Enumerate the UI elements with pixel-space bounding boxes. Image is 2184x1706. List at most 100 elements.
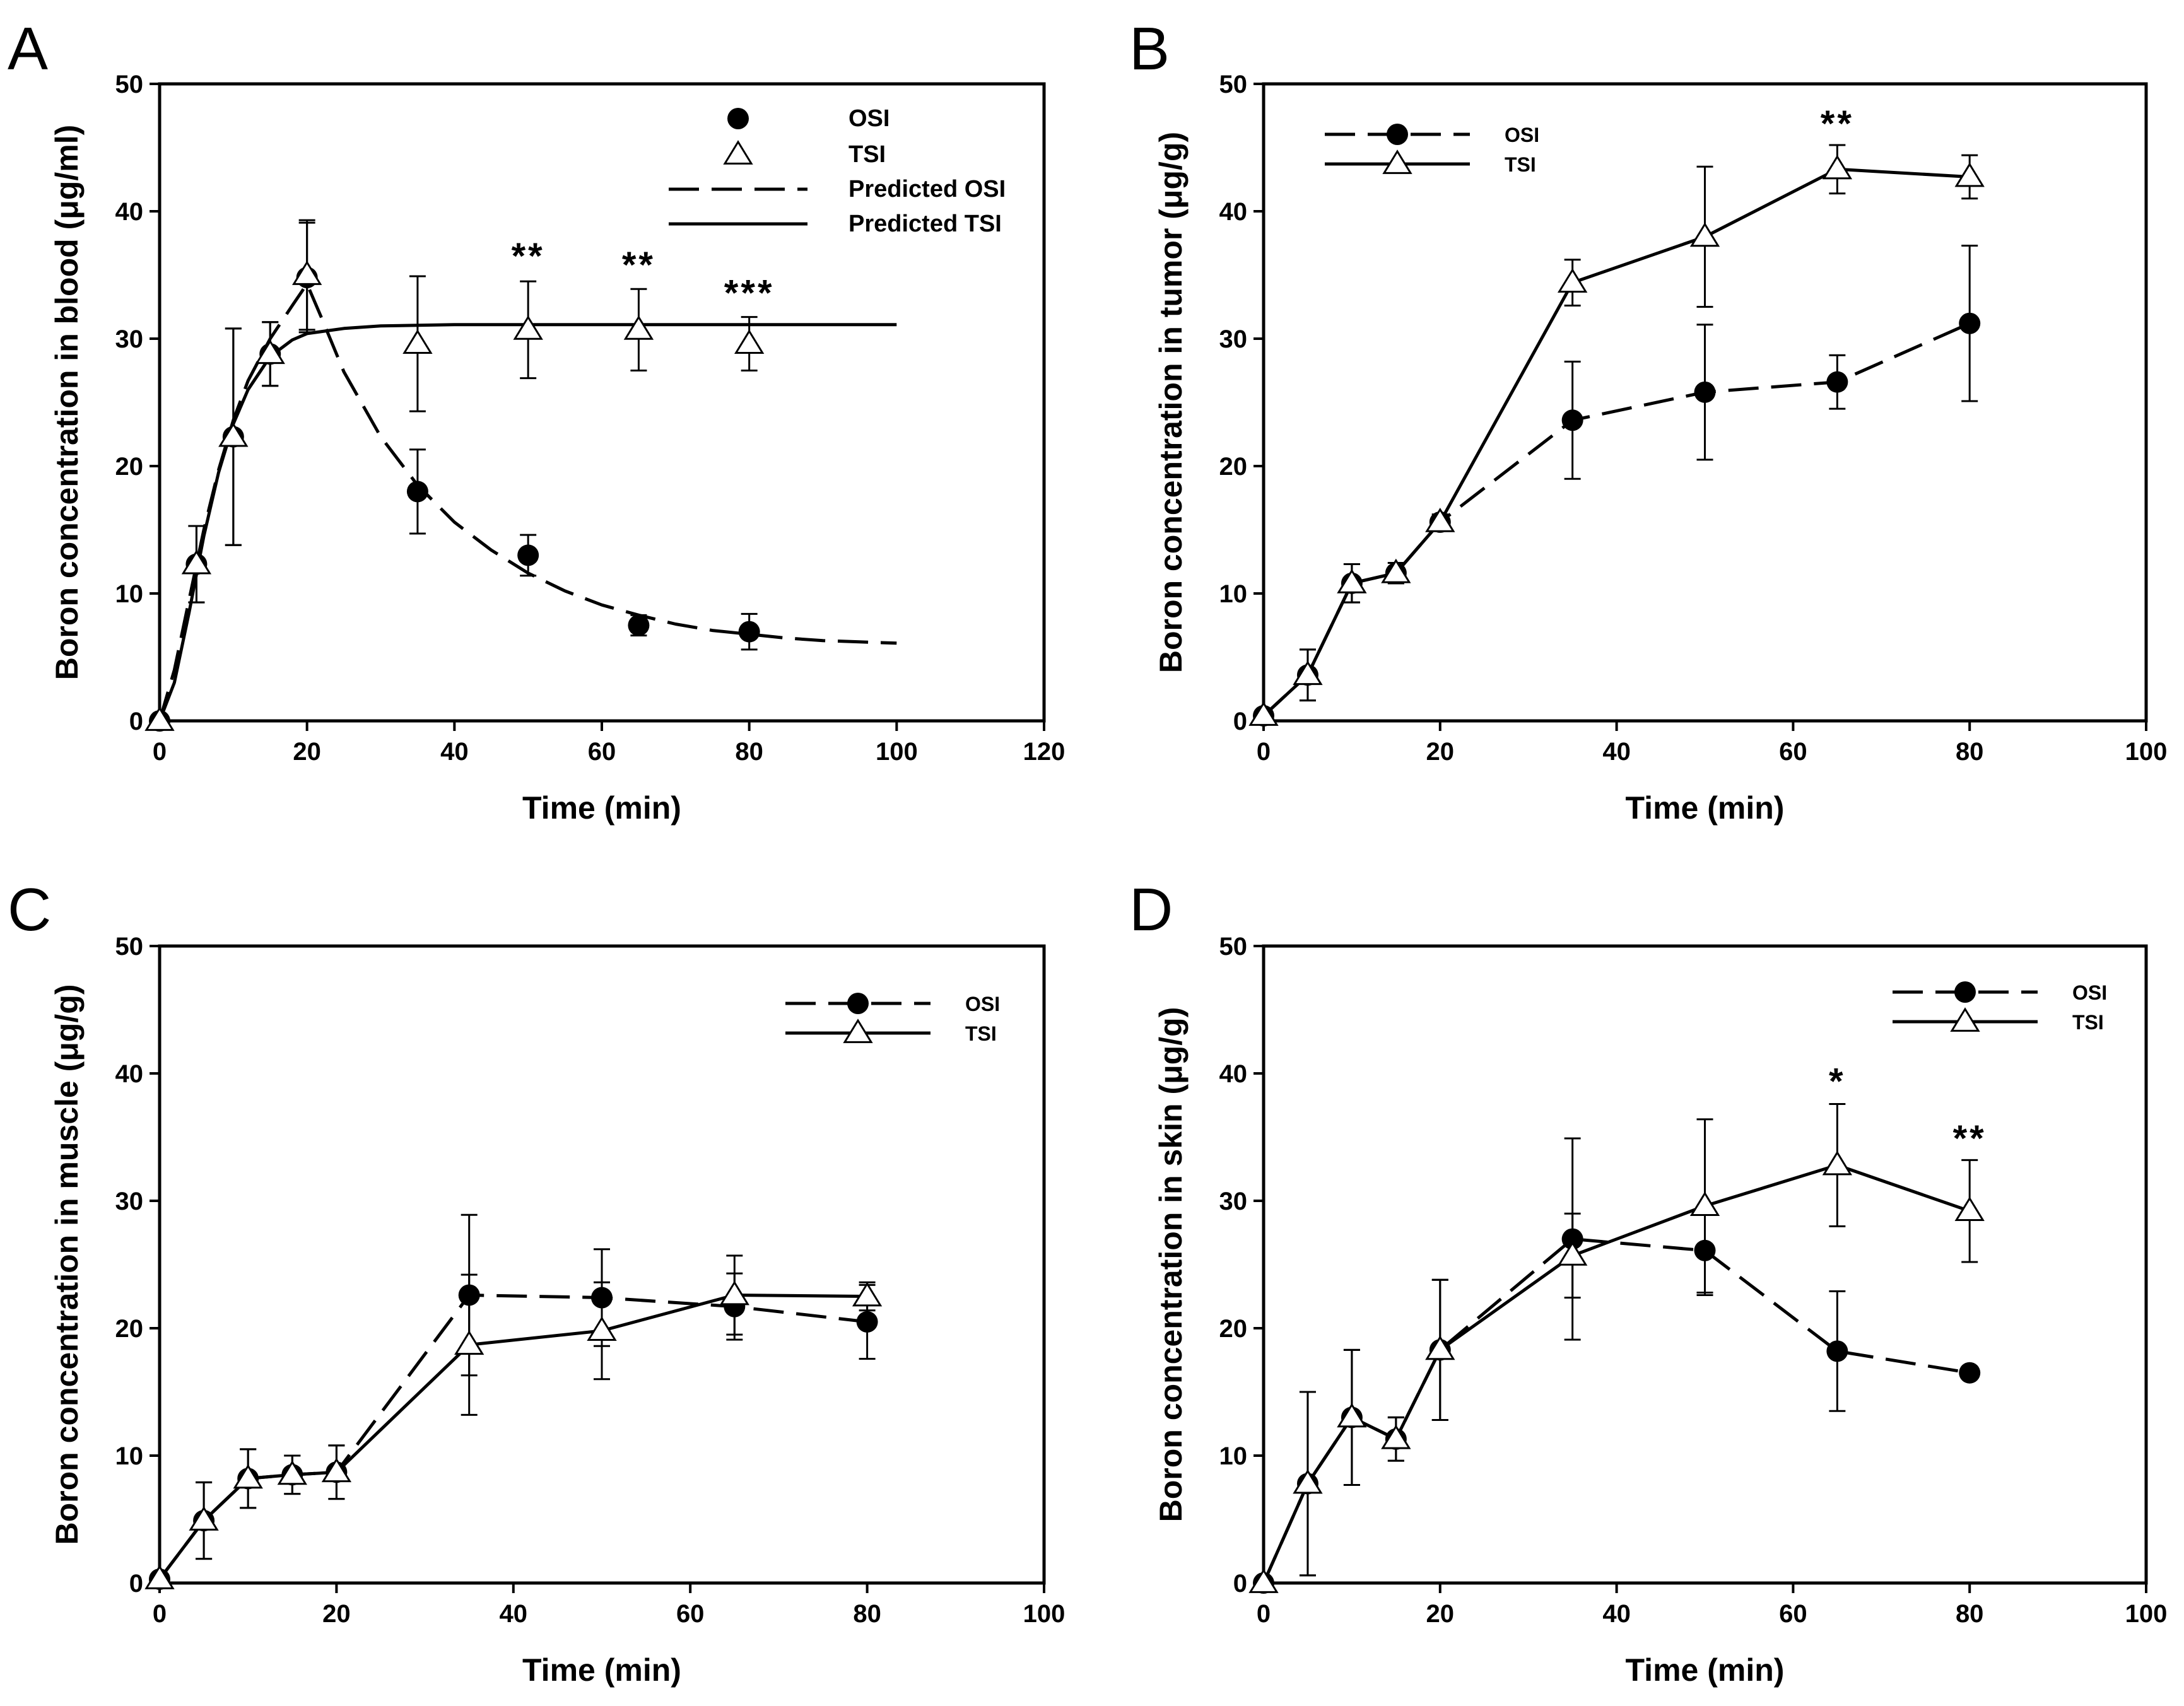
panel-d-ytick-label: 0	[1233, 1570, 1247, 1598]
panel-b-xtick-label: 0	[1257, 738, 1271, 766]
panel-b-ytick-label: 10	[1219, 580, 1248, 608]
panel-c-legend-label-osi: OSI	[965, 993, 1000, 1015]
panel-a-legend-label-predicted-tsi: Predicted TSI	[848, 211, 1002, 237]
panel-d-legend-label-osi: OSI	[2072, 981, 2107, 1004]
panel-a-point-osi	[738, 621, 760, 643]
panel-a-significance-label: **	[622, 245, 655, 286]
panel-a-ytick-label: 20	[115, 453, 144, 481]
panel-d-point-tsi	[1381, 1424, 1411, 1449]
panel-c-xtick-label: 60	[676, 1600, 705, 1628]
panel-d-xtick-label: 60	[1779, 1600, 1807, 1628]
panel-c-point-osi	[591, 1287, 613, 1309]
panel-b-ytick-label: 50	[1219, 71, 1248, 98]
panel-a-point-osi	[406, 481, 428, 503]
panel-b-ytick-label: 30	[1219, 325, 1248, 353]
panel-c-ytick-label: 0	[129, 1570, 143, 1598]
panel-c-plot-frame	[158, 944, 1046, 1585]
panel-b-xtick-label: 80	[1956, 738, 1984, 766]
panel-a-point-tsi	[144, 706, 175, 731]
panel-b-point-tsi	[1337, 568, 1367, 593]
panel-c-ytick-label: 20	[115, 1315, 144, 1343]
panel-c-point-tsi	[144, 1565, 175, 1589]
panel-b-point-osi	[1826, 371, 1848, 393]
panel-d-ylabel: Boron concentration in skin (μg/g)	[1153, 1007, 1189, 1522]
panel-c-ylabel: Boron concentration in muscle (μg/g)	[49, 984, 85, 1545]
panel-c-ytick-label: 40	[115, 1060, 144, 1088]
panel-d-point-tsi	[1689, 1191, 1720, 1216]
panel-c-xtick-label: 100	[1023, 1600, 1066, 1628]
panel-d-legend-marker-osi	[1954, 981, 1976, 1003]
panel-b-point-tsi	[1248, 701, 1279, 726]
panel-b-point-tsi	[1293, 660, 1323, 686]
panel-c-series-line-osi	[158, 1294, 867, 1580]
panel-a-point-osi	[517, 544, 539, 566]
panel-c-point-osi	[856, 1311, 878, 1333]
panel-b-legend-label-osi: OSI	[1505, 124, 1539, 146]
panel-b-point-tsi	[1557, 268, 1588, 293]
panel-d-legend-marker-tsi	[1950, 1007, 1980, 1032]
panel-a-point-tsi	[181, 549, 212, 575]
panel-a-xtick-label: 0	[153, 738, 167, 766]
panel-d-xtick-label: 80	[1956, 1600, 1984, 1628]
panel-d-ytick-label: 10	[1219, 1442, 1248, 1470]
panel-c-xtick-label: 40	[500, 1600, 528, 1628]
panel-d-point-tsi	[1822, 1150, 1853, 1176]
panel-a-ylabel: Boron concentration in blood (μg/ml)	[49, 125, 85, 681]
panel-c-legend-marker-osi	[847, 993, 869, 1014]
panel-a-point-tsi	[255, 339, 285, 365]
panel-b-point-tsi	[1822, 155, 1853, 180]
panel-a-legend-marker-tsi	[723, 140, 753, 165]
panel-a-legend-label-predicted-osi: Predicted OSI	[848, 176, 1006, 202]
panel-a-ytick-label: 30	[115, 325, 144, 353]
panel-b-ytick-label: 0	[1233, 708, 1247, 735]
panel-a-ytick-label: 40	[115, 198, 144, 226]
panel-b-point-osi	[1694, 381, 1716, 403]
panel-a-letter: A	[8, 15, 48, 83]
panel-a-significance-label: **	[512, 236, 545, 277]
panel-c-xlabel: Time (min)	[522, 1652, 681, 1688]
panel-b-ytick-label: 20	[1219, 453, 1248, 481]
panel-c: C 0 20 40 60 80 100 0 10 20 30 40 50 Time (min) Boron …	[8, 876, 1065, 1688]
panel-c-point-tsi	[719, 1280, 749, 1306]
panel-a-legend-marker-osi	[727, 108, 749, 129]
panel-a-legend-label-osi: OSI	[848, 105, 889, 132]
panel-c-point-tsi	[277, 1460, 307, 1485]
panel-a-ytick-label: 0	[129, 708, 143, 735]
panel-a-point-tsi	[513, 315, 543, 340]
panel-d-point-tsi	[1954, 1196, 1985, 1222]
panel-b-significance-label: **	[1821, 103, 1854, 144]
panel-c-point-tsi	[587, 1316, 617, 1341]
panel-a-xtick-label: 60	[588, 738, 616, 766]
panel-a-significance-label: ***	[724, 272, 775, 313]
panel-a-legend: OSI TSI Predicted OSI Predicted TSI	[669, 105, 1006, 237]
panel-d-point-osi	[1561, 1228, 1583, 1250]
panel-c-legend-label-tsi: TSI	[965, 1022, 997, 1045]
panel-b-series-line-tsi	[1262, 167, 1970, 717]
panel-d-point-tsi	[1248, 1569, 1279, 1593]
panel-b-point-tsi	[1425, 508, 1455, 532]
panel-a-ytick-label: 50	[115, 71, 144, 98]
panel-a-xtick-label: 120	[1023, 738, 1066, 766]
panel-a-point-osi	[628, 614, 650, 636]
panel-c-letter: C	[8, 876, 51, 944]
panel-d-significance-label: *	[1829, 1061, 1846, 1102]
panel-d-plot-frame	[1262, 944, 2148, 1585]
panel-b-xtick-label: 60	[1779, 738, 1807, 766]
panel-b-point-tsi	[1954, 162, 1985, 187]
panel-c-point-tsi	[233, 1464, 263, 1489]
panel-a-ytick-label: 10	[115, 580, 144, 608]
panel-d-point-tsi	[1557, 1241, 1588, 1266]
panel-c-ytick-label: 30	[115, 1188, 144, 1215]
panel-d-ytick-label: 50	[1219, 933, 1248, 961]
panel-a-point-tsi	[218, 422, 249, 447]
panel-a-legend-label-tsi: TSI	[848, 141, 886, 168]
panel-d-point-tsi	[1337, 1403, 1367, 1428]
panel-b-legend-label-tsi: TSI	[1505, 153, 1536, 176]
panel-c-legend-marker-tsi	[843, 1019, 873, 1043]
panel-c-xtick-label: 80	[853, 1600, 881, 1628]
panel-a-point-tsi	[734, 329, 765, 354]
panel-d-xtick-label: 0	[1257, 1600, 1271, 1628]
panel-a-point-tsi	[402, 329, 433, 354]
panel-c-series-line-tsi	[158, 1294, 867, 1580]
panel-d-xtick-label: 40	[1602, 1600, 1631, 1628]
